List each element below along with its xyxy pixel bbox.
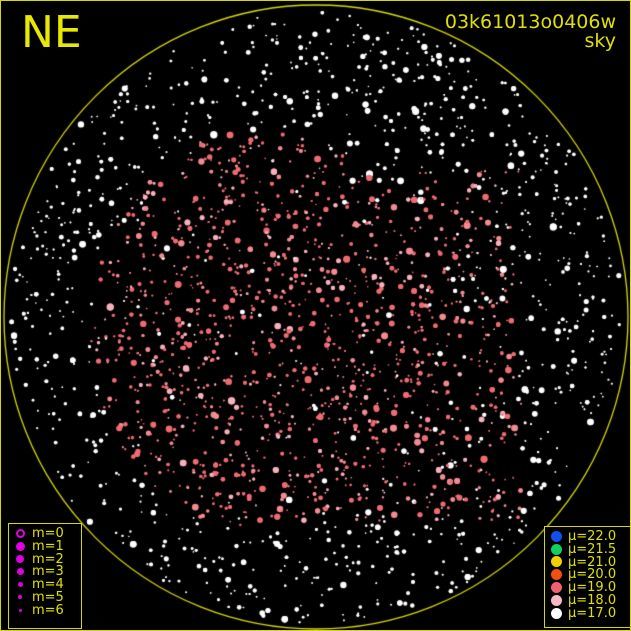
color-swatch-icon xyxy=(550,556,562,568)
sky-brightness-legend-item: μ=21.0 xyxy=(550,556,628,569)
color-swatch-icon xyxy=(550,607,562,619)
magnitude-label: m=5 xyxy=(32,589,64,605)
magnitude-label: m=4 xyxy=(32,577,64,593)
sky-brightness-label: μ=18.0 xyxy=(568,592,617,608)
magnitude-label: m=6 xyxy=(32,602,64,618)
magnitude-legend-item: m=5 xyxy=(14,591,76,604)
filled-circle-icon xyxy=(14,554,26,563)
filled-circle-icon xyxy=(14,541,26,551)
color-swatch-icon xyxy=(550,569,562,581)
mode-label: sky xyxy=(584,30,616,52)
magnitude-legend-item: m=4 xyxy=(14,578,76,591)
sky-brightness-legend-item: μ=21.5 xyxy=(550,543,628,556)
color-swatch-icon xyxy=(550,582,562,594)
magnitude-label: m=1 xyxy=(32,538,64,554)
sky-brightness-legend-item: μ=22.0 xyxy=(550,530,628,543)
sky-brightness-legend-item: μ=17.0 xyxy=(550,607,628,620)
color-swatch-icon xyxy=(550,594,562,606)
filled-circle-icon xyxy=(14,608,26,612)
filled-circle-icon xyxy=(14,582,26,588)
magnitude-legend-item: m=3 xyxy=(14,565,76,578)
magnitude-legend-item: m=0 xyxy=(14,527,76,540)
sky-brightness-legend-item: μ=20.0 xyxy=(550,568,628,581)
magnitude-label: m=0 xyxy=(32,525,64,541)
magnitude-legend-item: m=1 xyxy=(14,540,76,553)
sky-brightness-legend-item: μ=19.0 xyxy=(550,581,628,594)
sky-brightness-label: μ=21.5 xyxy=(568,541,617,557)
magnitude-label: m=3 xyxy=(32,564,64,580)
sky-brightness-label: μ=21.0 xyxy=(568,554,617,570)
magnitude-label: m=2 xyxy=(32,551,64,567)
magnitude-legend-item: m=6 xyxy=(14,604,76,617)
magnitude-legend-item: m=2 xyxy=(14,553,76,566)
color-swatch-icon xyxy=(550,543,562,555)
sky-brightness-label: μ=22.0 xyxy=(568,528,617,544)
image-id: 03k61013o0406w xyxy=(444,11,616,33)
sky-brightness-legend: μ=22.0 μ=21.5 μ=21.0 μ=20.0 μ=19.0 μ=18.0 μ=17… xyxy=(544,526,630,628)
filled-circle-icon xyxy=(14,595,26,600)
sky-brightness-label: μ=20.0 xyxy=(568,567,617,583)
sky-brightness-label: μ=19.0 xyxy=(568,580,617,596)
color-swatch-icon xyxy=(550,530,562,542)
sky-brightness-legend-item: μ=18.0 xyxy=(550,594,628,607)
direction-label: NE xyxy=(21,7,82,58)
magnitude-legend: m=0 m=1 m=2 m=3 m=4 m=5 m=6 xyxy=(8,523,82,629)
sky-brightness-label: μ=17.0 xyxy=(568,605,617,621)
filled-circle-icon xyxy=(14,568,26,576)
open-circle-icon xyxy=(14,528,26,538)
